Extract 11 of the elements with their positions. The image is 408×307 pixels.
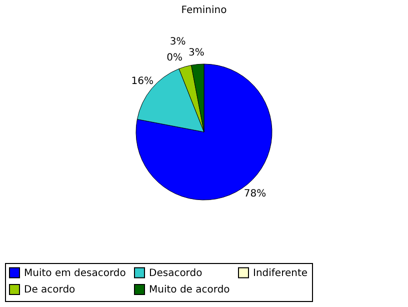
legend-label: Muito de acordo — [149, 284, 230, 296]
data-label: 16% — [131, 76, 154, 88]
legend-label: Desacordo — [149, 268, 202, 279]
data-label: 78% — [244, 188, 266, 200]
data-label: 3% — [170, 36, 186, 48]
legend-label: Indiferente — [253, 268, 308, 279]
legend-label: De acordo — [24, 284, 76, 296]
text: 0% — [166, 52, 182, 64]
legend-label: Muito em desacordo — [24, 268, 126, 279]
data-label: 3% — [188, 47, 204, 58]
chart-title: Feminino — [181, 5, 227, 16]
